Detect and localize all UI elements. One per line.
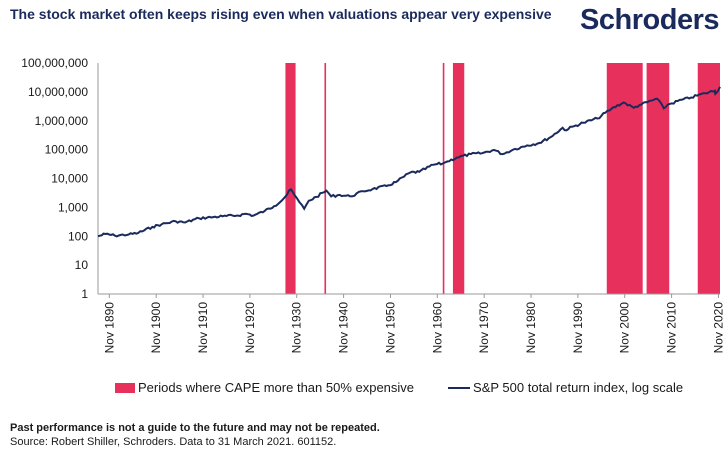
series-line	[97, 86, 721, 238]
cape-band-6	[646, 63, 670, 294]
legend-item-line: S&P 500 total return index, log scale	[448, 380, 683, 395]
x-tick-label: Nov 1890	[102, 302, 116, 354]
legend-swatch-line	[448, 386, 471, 389]
cape-band-7	[697, 63, 720, 294]
legend-item-bands: Periods where CAPE more than 50% expensi…	[115, 380, 414, 395]
y-tick-label: 10,000	[51, 172, 88, 186]
legend-label-line: S&P 500 total return index, log scale	[473, 380, 684, 395]
x-tick-label: Nov 2020	[711, 302, 725, 354]
y-tick-label: 100,000,000	[21, 56, 88, 70]
x-tick-label: Nov 1910	[196, 302, 210, 354]
disclaimer: Past performance is not a guide to the f…	[10, 422, 380, 434]
cape-band-5	[606, 63, 643, 294]
y-tick-label: 100,000	[45, 143, 89, 157]
y-tick-label: 1,000,000	[35, 114, 89, 128]
cape-band-2	[324, 63, 327, 294]
chart-title: The stock market often keeps rising even…	[10, 6, 552, 22]
y-tick-label: 100	[68, 229, 88, 243]
brand-logo: Schroders	[580, 4, 719, 36]
x-tick-label: Nov 1950	[383, 302, 397, 354]
y-tick-label: 10	[75, 258, 89, 272]
cape-band-3	[442, 63, 445, 294]
x-tick-label: Nov 1940	[337, 302, 351, 354]
y-tick-label: 1,000	[58, 200, 88, 214]
y-tick-label: 1	[81, 287, 88, 301]
legend-label-bands: Periods where CAPE more than 50% expensi…	[138, 380, 415, 395]
x-tick-label: Nov 1990	[571, 302, 585, 354]
y-tick-label: 10,000,000	[28, 85, 88, 99]
x-tick-label: Nov 2000	[618, 302, 632, 354]
x-tick-labels: Nov 1890 Nov 1900 Nov 1910 Nov 1920 Nov 1930…	[102, 294, 725, 353]
x-tick-label: Nov 1930	[290, 302, 304, 354]
y-tick-labels: 1 10 100 1,000 10,000 100,000 1,000,000 10,000,…	[21, 56, 88, 301]
x-tick-label: Nov 2010	[665, 302, 679, 354]
x-tick-label: Nov 1970	[477, 302, 491, 354]
cape-band-1	[285, 63, 296, 294]
legend: Periods where CAPE more than 50% expensi…	[115, 380, 717, 395]
x-tick-label: Nov 1960	[430, 302, 444, 354]
legend-swatch-bands	[115, 382, 135, 393]
cape-band-4	[452, 63, 465, 294]
x-tick-label: Nov 1900	[149, 302, 163, 354]
x-tick-label: Nov 1920	[243, 302, 257, 354]
x-tick-label: Nov 1980	[524, 302, 538, 354]
source-note: Source: Robert Shiller, Schroders. Data …	[10, 436, 337, 448]
cape-bands	[285, 63, 720, 294]
axes	[97, 63, 720, 295]
